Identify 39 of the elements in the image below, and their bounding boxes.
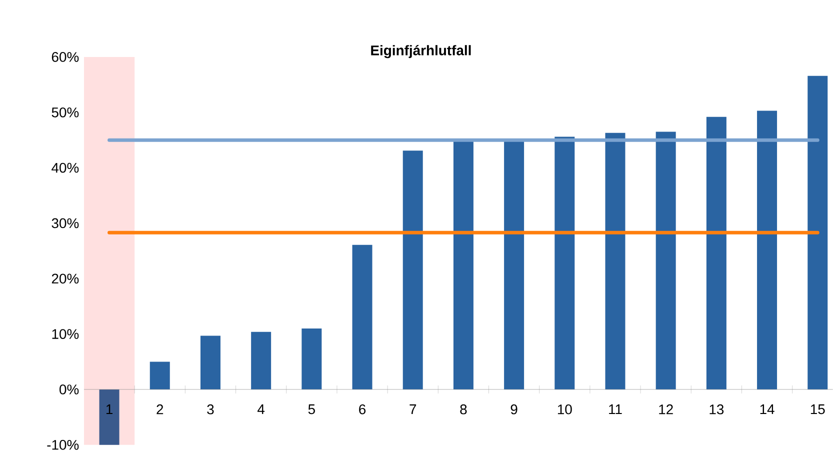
x-tick-label: 12: [659, 404, 673, 414]
bar: [302, 328, 322, 390]
bar: [352, 244, 372, 390]
x-tick-label: 4: [258, 404, 265, 414]
x-tick-label: 13: [710, 404, 724, 414]
y-tick-label: 30%: [52, 218, 79, 228]
bar: [504, 140, 524, 390]
x-tick-label: 1: [106, 404, 112, 414]
bar: [554, 136, 575, 390]
y-tick-label: 10%: [52, 329, 79, 340]
y-tick-label: 60%: [52, 52, 79, 62]
y-tick-label: 20%: [52, 274, 79, 284]
x-tick-label: 7: [410, 404, 416, 414]
y-tick-label: 0%: [60, 384, 79, 394]
bar: [251, 332, 272, 390]
chart-title: Eiginfjárhlutfall: [371, 45, 471, 58]
bar: [656, 132, 676, 390]
bar: [757, 110, 778, 390]
x-tick-label: 8: [460, 404, 467, 414]
x-tick-label: 9: [510, 404, 518, 414]
y-tick-label: 50%: [52, 108, 79, 118]
bar: [402, 150, 423, 390]
y-tick-label: -10%: [47, 440, 79, 450]
x-tick-label: 5: [308, 404, 315, 414]
y-tick-label: 40%: [52, 162, 79, 173]
bar: [150, 362, 170, 390]
x-tick-label: 15: [810, 404, 825, 414]
bar: [808, 76, 828, 390]
bar: [453, 140, 474, 390]
x-tick-label: 6: [359, 404, 366, 414]
x-tick-label: 10: [558, 404, 572, 414]
x-tick-label: 11: [609, 404, 622, 414]
bar: [706, 116, 726, 390]
x-tick-label: 3: [207, 404, 214, 414]
x-tick-label: 14: [760, 404, 774, 414]
bar: [200, 336, 220, 390]
x-tick-label: 2: [156, 404, 164, 414]
bar: [99, 390, 120, 445]
bar: [605, 132, 626, 390]
